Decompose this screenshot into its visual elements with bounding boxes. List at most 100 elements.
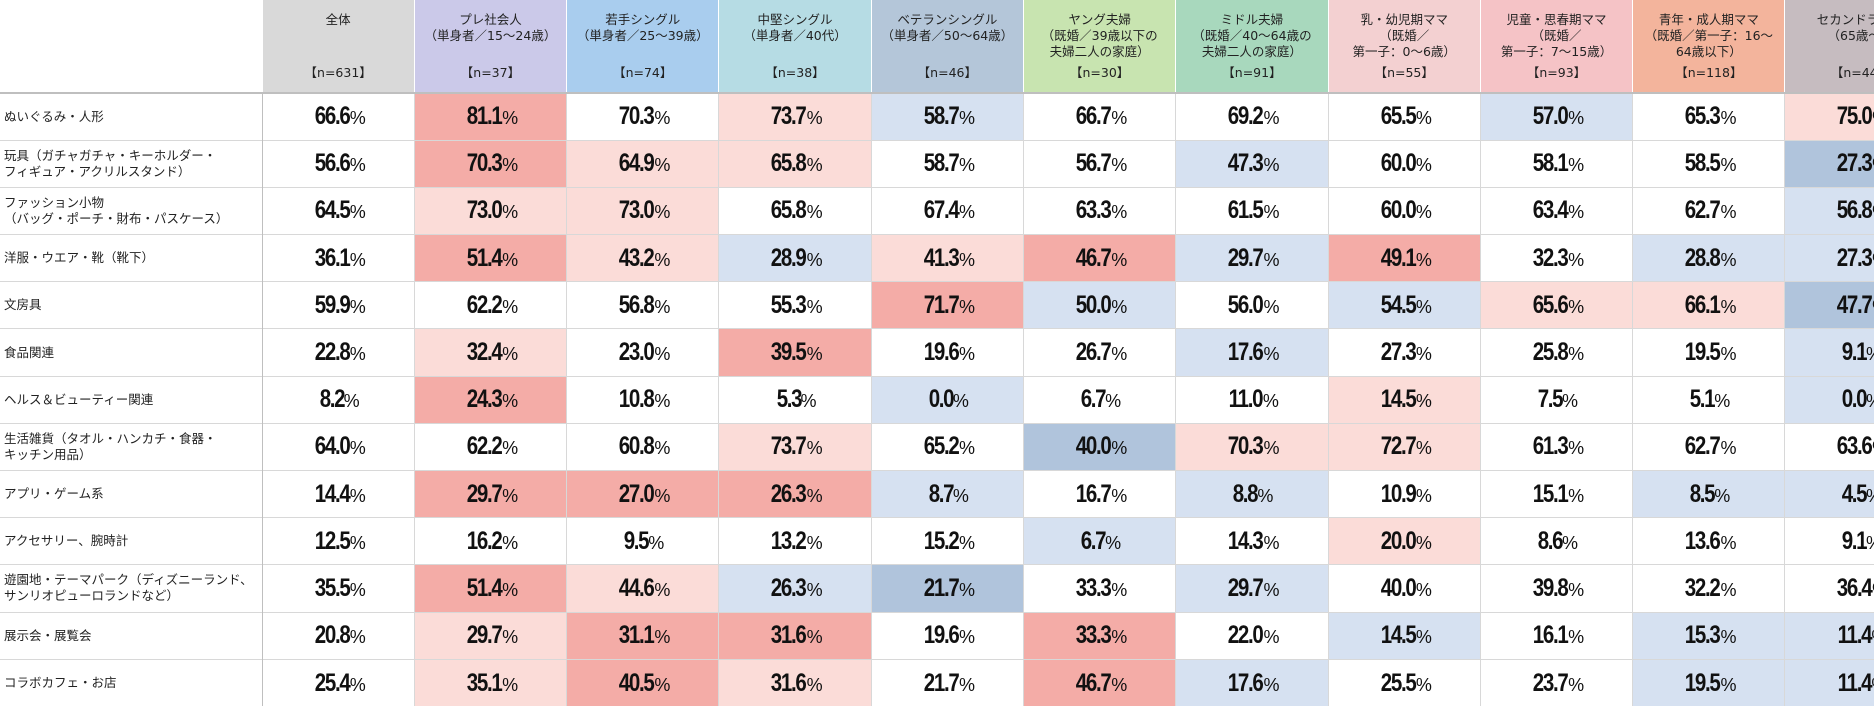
value-number: 39.5 (771, 338, 807, 367)
value-cell: 73.7% (718, 91, 872, 141)
column-name: ベテランシングル （単身者／50～64歳） (881, 12, 1014, 43)
row-label: 食品関連 (0, 328, 263, 377)
value-number: 20.0 (1380, 526, 1416, 555)
value-number: 0.0 (928, 385, 955, 414)
value-number: 43.2 (618, 243, 655, 272)
value-number: 15.3 (1684, 621, 1721, 650)
row-label: 生活雑貨（タオル・ハンカチ・食器・ キッチン用品） (0, 422, 263, 471)
percent-unit: % (1415, 532, 1432, 553)
value-number: 22.0 (1228, 621, 1264, 650)
value-number: 15.2 (923, 526, 959, 555)
percent-unit: % (1872, 297, 1874, 317)
value-cell: 19.5% (1632, 328, 1786, 377)
value-number: 14.5 (1380, 621, 1416, 650)
value-cell: 44.6% (566, 564, 720, 613)
value-cell: 25.5% (1328, 658, 1481, 707)
percent-unit: % (502, 108, 519, 129)
percent-unit: % (502, 249, 519, 270)
column-name: セカンドライフ （65歳～） (1816, 12, 1874, 43)
value-number: 8.5 (1690, 479, 1716, 508)
value-number: 66.7 (1075, 102, 1112, 131)
value-cell: 32.4% (414, 328, 568, 377)
percent-unit: % (654, 485, 671, 506)
value-number: 60.8 (618, 432, 655, 461)
percent-unit: % (958, 108, 975, 129)
value-cell: 70.3% (566, 91, 720, 141)
value-number: 65.8 (771, 196, 807, 225)
value-number: 63.4 (1532, 196, 1569, 225)
value-cell: 66.6% (262, 91, 415, 141)
percent-unit: % (502, 344, 519, 365)
value-cell: 50.0% (1023, 281, 1177, 329)
value-cell: 14.5% (1328, 611, 1481, 660)
value-number: 39.8 (1532, 573, 1569, 602)
column-header-5: ヤング夫婦 （既婚／39歳以下の 夫婦二人の家庭） 【n=30】 (1023, 0, 1177, 93)
value-number: 60.0 (1380, 149, 1416, 178)
value-cell: 32.2% (1632, 564, 1786, 613)
value-cell: 16.1% (1480, 611, 1634, 660)
value-number: 33.3 (1075, 621, 1112, 650)
value-cell: 20.0% (1328, 517, 1481, 565)
percent-unit: % (1111, 579, 1128, 600)
value-number: 47.7 (1836, 290, 1873, 319)
value-cell: 22.0% (1175, 611, 1329, 660)
percent-unit: % (1263, 627, 1280, 648)
percent-unit: % (1720, 249, 1737, 270)
value-cell: 9.1% (1784, 328, 1874, 377)
percent-unit: % (349, 627, 366, 648)
value-cell: 60.0% (1328, 139, 1481, 188)
percent-unit: % (1568, 202, 1585, 223)
value-number: 26.7 (1075, 338, 1112, 367)
value-cell: 17.6% (1175, 328, 1329, 377)
value-number: 27.3 (1836, 149, 1873, 178)
column-sample-size: 【n=74】 (613, 65, 673, 80)
value-number: 65.3 (1684, 102, 1721, 131)
value-cell: 19.6% (871, 328, 1024, 377)
percent-unit: % (1568, 438, 1585, 459)
value-cell: 26.3% (718, 564, 872, 613)
percent-unit: % (1263, 155, 1280, 176)
value-cell: 35.5% (262, 564, 415, 613)
value-cell: 26.7% (1023, 328, 1177, 377)
value-cell: 56.8% (1784, 186, 1874, 235)
value-number: 10.8 (618, 385, 655, 414)
value-number: 65.8 (771, 149, 807, 178)
percent-unit: % (1263, 438, 1280, 459)
percent-unit: % (349, 674, 366, 695)
percent-unit: % (349, 202, 366, 223)
value-number: 58.7 (923, 149, 959, 178)
value-number: 63.3 (1075, 196, 1112, 225)
corner-cell (0, 0, 263, 93)
column-sample-size: 【n=46】 (917, 65, 977, 80)
value-number: 54.5 (1380, 290, 1416, 319)
percent-unit: % (502, 674, 519, 695)
percent-unit: % (1568, 108, 1585, 129)
value-number: 57.0 (1532, 102, 1569, 131)
value-cell: 41.3% (871, 234, 1024, 282)
value-number: 19.5 (1684, 668, 1721, 697)
value-cell: 8.7% (871, 469, 1024, 518)
percent-unit: % (806, 485, 823, 506)
percent-unit: % (1714, 485, 1731, 506)
column-sample-size: 【n=44】 (1830, 65, 1874, 80)
value-cell: 17.6% (1175, 658, 1329, 707)
value-cell: 57.0% (1480, 91, 1634, 141)
value-number: 56.8 (618, 290, 655, 319)
value-number: 5.1 (1690, 385, 1716, 414)
value-number: 16.1 (1532, 621, 1569, 650)
percent-unit: % (654, 202, 671, 223)
value-number: 27.3 (1380, 338, 1416, 367)
value-cell: 58.7% (871, 91, 1024, 141)
value-cell: 64.0% (262, 422, 415, 471)
value-cell: 33.3% (1023, 611, 1177, 660)
percent-unit: % (806, 344, 823, 365)
value-number: 6.7 (1080, 385, 1107, 414)
percent-unit: % (654, 674, 671, 695)
percent-unit: % (502, 155, 519, 176)
percent-unit: % (1720, 438, 1737, 459)
value-cell: 23.0% (566, 328, 720, 377)
percent-unit: % (1263, 202, 1280, 223)
value-cell: 28.9% (718, 234, 872, 282)
percent-unit: % (1872, 108, 1874, 128)
value-cell: 81.1% (414, 91, 568, 141)
